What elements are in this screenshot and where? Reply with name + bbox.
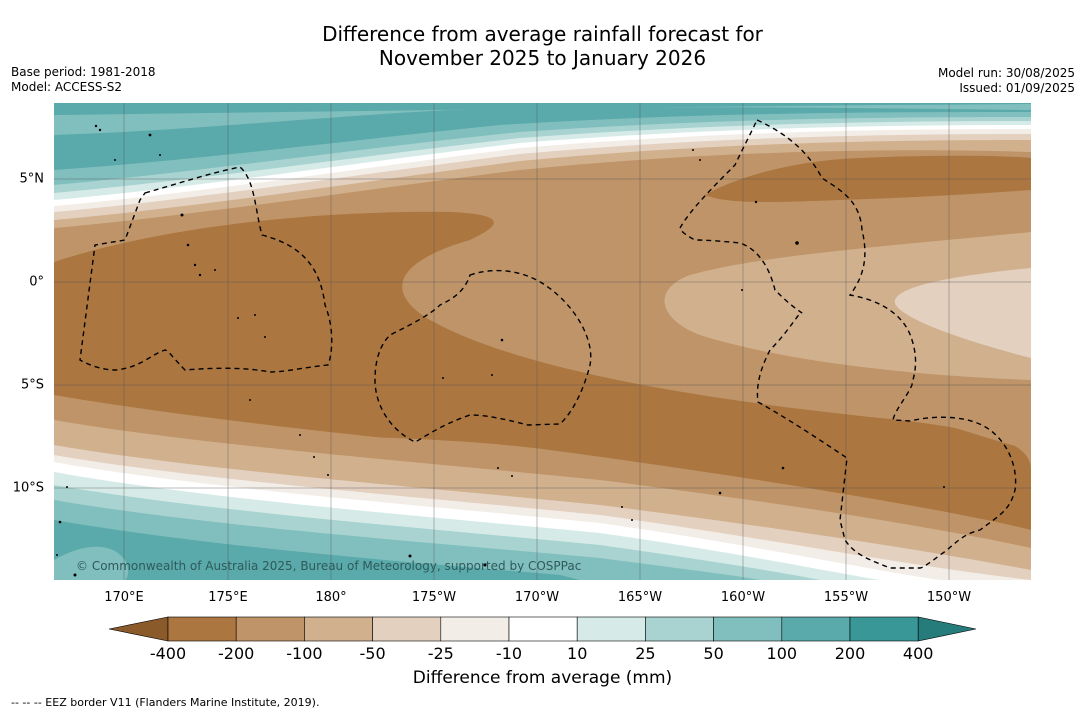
colorbar-swatch [713,616,783,642]
band-east-100 [900,409,1031,450]
lat-tick-0: 0° [29,274,44,290]
colorbar-swatch [508,616,578,642]
model-name: Model: ACCESS-S2 [11,80,123,94]
lon-tick-175e: 175°E [208,590,248,605]
eez-tuvalu [79,166,333,373]
colorbar-tick-label: 10 [567,644,588,663]
islands [56,124,945,577]
colorbar-swatch [645,616,714,642]
lat-tick-5s: 5°S [20,377,44,393]
colorbar-tick-label: -200 [218,644,255,663]
colorbar-tick-label: -400 [149,644,187,663]
copyright-notice: © Commonwealth of Australia 2025, Bureau… [76,559,582,573]
lon-tick-170e: 170°E [104,590,144,605]
lon-tick-180: 180° [315,590,347,605]
colorbar-swatch [576,616,646,642]
lon-tick-170w: 170°W [514,590,560,605]
colorbar-tick-label: 50 [703,644,724,663]
lon-tick-165w: 165°W [617,590,663,605]
lon-tick-160w: 160°W [720,590,766,605]
colorbar-tick-label: -10 [495,644,523,663]
band-s200w [54,520,580,580]
colorbar-swatch [440,616,510,642]
colorbar-swatch [781,616,851,642]
graticule [54,103,1031,580]
title-line-2: November 2025 to January 2026 [378,46,707,70]
eez-phoenix [374,269,592,443]
colorbar-title: Difference from average (mm) [412,668,673,688]
colorbar-tick-label: -50 [359,644,386,663]
map-field [54,103,1031,580]
band-dry-200 [54,211,1031,531]
eez-line-islands [679,119,1017,569]
colorbar-swatch [372,616,442,642]
colorbar-tick-label: 100 [766,644,798,663]
lon-tick-150w: 150°W [926,590,972,605]
colorbar-swatch [304,616,373,642]
meta-left: Base period: 1981-2018 Model: ACCESS-S2 [11,65,156,95]
meta-right: Model run: 30/08/2025 Issued: 01/09/2025 [938,66,1075,96]
colorbar-swatch [167,616,237,642]
base-period: Base period: 1981-2018 [11,65,156,79]
colorbar-extend-high [917,616,977,642]
band-east-25 [894,268,1031,358]
eez-borders [79,119,1017,569]
title-line-1: Difference from average rainfall forecas… [322,22,763,46]
lon-tick-155w: 155°W [823,590,869,605]
issued-date: Issued: 01/09/2025 [959,81,1075,95]
colorbar-swatch [235,616,305,642]
colorbar-tick-label: 25 [635,644,656,663]
colorbar-tick-label: 200 [834,644,866,663]
lat-tick-5n: 5°N [19,171,45,187]
eez-footnote: -- -- -- EEZ border V11 (Flanders Marine… [11,696,320,709]
band-sw-patch [54,546,129,580]
band-east-50 [664,232,1031,380]
map-title: Difference from average rainfall forecas… [0,22,1085,70]
colorbar-tick-label: -25 [427,644,454,663]
colorbar-extend-low [108,616,169,642]
model-run: Model run: 30/08/2025 [937,66,1075,80]
colorbar-tick-label: -100 [286,644,323,663]
colorbar [108,616,977,642]
colorbar-tick-label: 400 [902,644,934,663]
colorbar-swatch [849,616,919,642]
lon-tick-175w: 175°W [411,590,457,605]
lat-tick-10s: 10°S [12,480,44,496]
